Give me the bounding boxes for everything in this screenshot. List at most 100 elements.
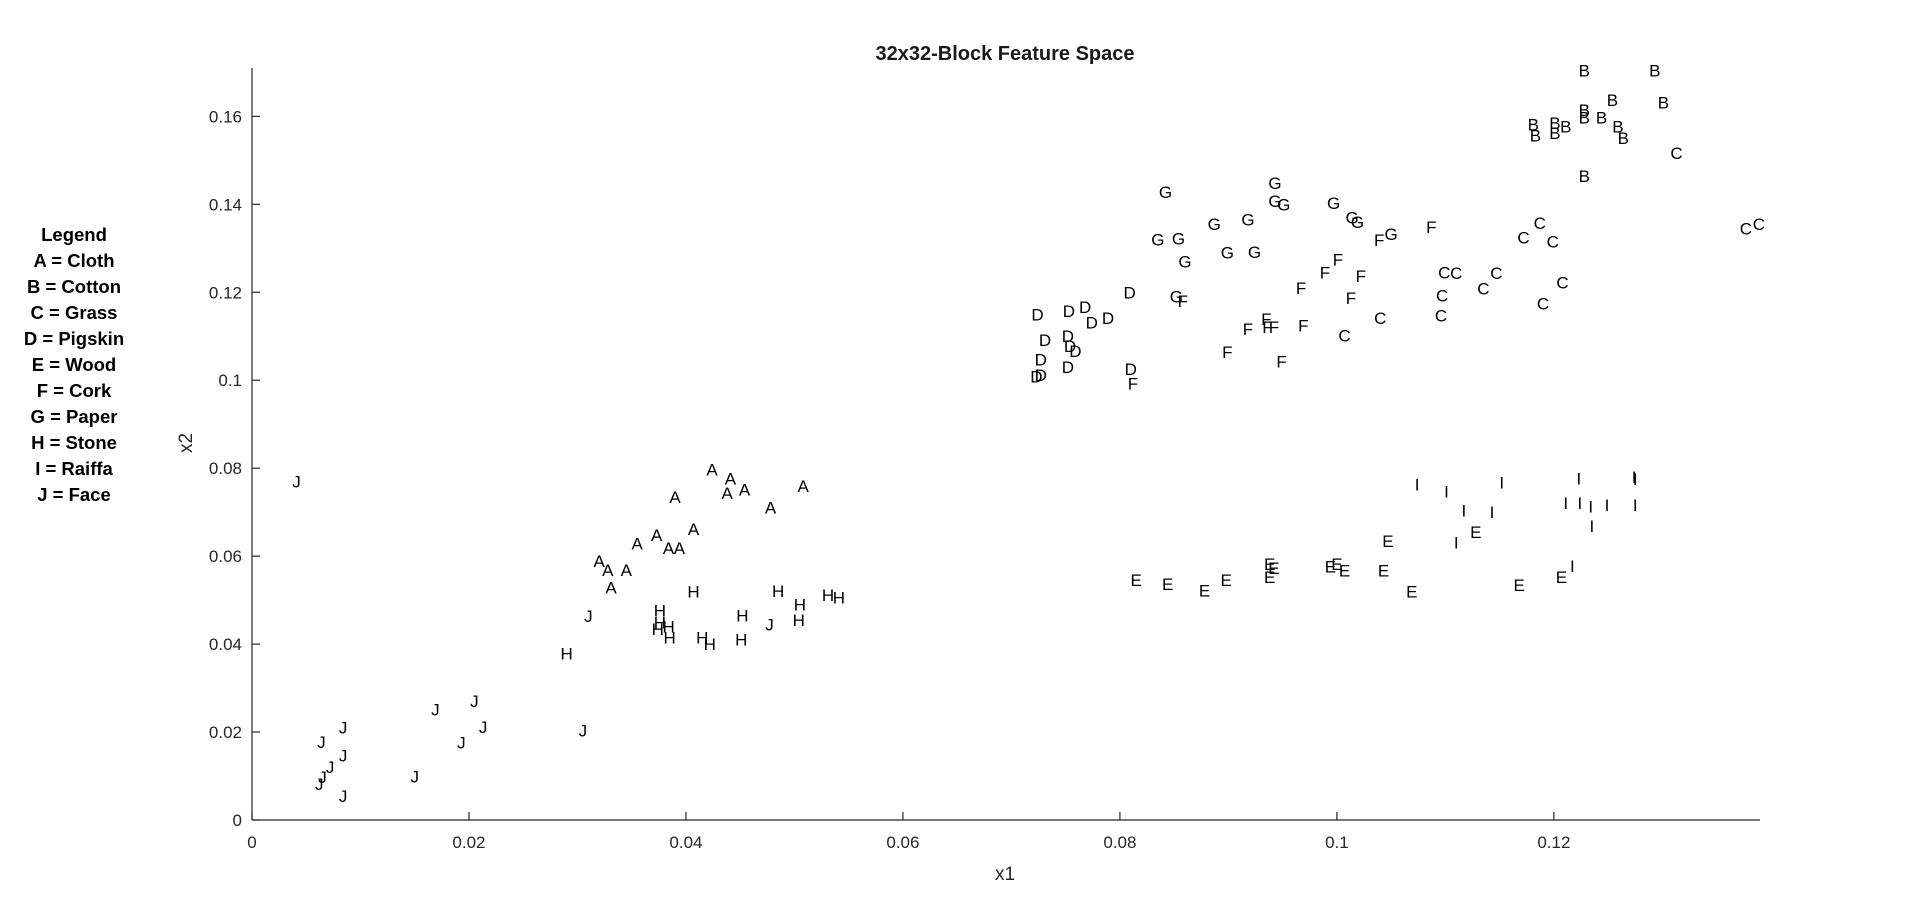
- legend-entry: G = Paper: [30, 406, 118, 427]
- point-marker-d: D: [1102, 309, 1114, 328]
- point-marker-j: J: [470, 692, 479, 711]
- legend-entry: B = Cotton: [26, 276, 122, 297]
- point-marker-f: F: [1426, 218, 1436, 237]
- point-marker-g: G: [1248, 243, 1261, 262]
- point-marker-f: F: [1269, 318, 1279, 337]
- point-marker-i: I: [1633, 496, 1638, 515]
- point-marker-d: D: [1062, 358, 1074, 377]
- y-axis-label: x2: [176, 433, 197, 453]
- point-marker-a: A: [739, 480, 751, 499]
- point-marker-e: E: [1382, 532, 1393, 551]
- point-marker-i: I: [1588, 497, 1593, 516]
- point-marker-b: B: [1528, 115, 1539, 134]
- point-marker-e: E: [1378, 562, 1389, 581]
- point-marker-g: G: [1208, 215, 1221, 234]
- point-marker-h: H: [794, 596, 806, 615]
- point-marker-j: J: [315, 775, 324, 794]
- point-marker-j: J: [326, 758, 335, 777]
- point-marker-f: F: [1276, 352, 1286, 371]
- point-marker-h: H: [696, 628, 708, 647]
- point-marker-e: E: [1513, 576, 1524, 595]
- point-marker-c: C: [1740, 220, 1752, 239]
- point-marker-g: G: [1159, 183, 1172, 202]
- point-marker-g: G: [1268, 174, 1281, 193]
- y-tick-label: 0.1: [218, 371, 242, 390]
- point-marker-b: B: [1579, 62, 1590, 81]
- point-marker-e: E: [1470, 523, 1481, 542]
- point-marker-f: F: [1374, 231, 1384, 250]
- point-marker-c: C: [1436, 286, 1448, 305]
- y-tick-label: 0.04: [209, 635, 242, 654]
- point-marker-a: A: [663, 539, 675, 558]
- point-marker-c: C: [1374, 309, 1386, 328]
- point-marker-g: G: [1241, 211, 1254, 230]
- point-marker-e: E: [1268, 559, 1279, 578]
- point-marker-f: F: [1243, 320, 1253, 339]
- point-marker-d: D: [1079, 298, 1091, 317]
- legend-title: Legend: [41, 224, 107, 245]
- point-marker-g: G: [1345, 209, 1358, 228]
- point-marker-a: A: [621, 561, 633, 580]
- point-marker-e: E: [1339, 562, 1350, 581]
- x-tick-label: 0.06: [886, 833, 919, 852]
- point-marker-d: D: [1031, 305, 1043, 324]
- point-marker-g: G: [1172, 230, 1185, 249]
- point-marker-j: J: [410, 767, 419, 786]
- point-marker-j: J: [479, 718, 488, 737]
- point-marker-e: E: [1221, 571, 1232, 590]
- legend: Legend A = Cloth B = Cotton C = Grass D …: [10, 222, 138, 508]
- point-marker-g: G: [1385, 225, 1398, 244]
- point-marker-j: J: [339, 787, 348, 806]
- point-marker-d: D: [1030, 367, 1042, 386]
- x-axis-label: x1: [995, 864, 1015, 885]
- point-marker-a: A: [706, 461, 718, 480]
- point-marker-e: E: [1331, 555, 1342, 574]
- point-marker-e: E: [1264, 568, 1275, 587]
- x-tick-label: 0.04: [669, 833, 702, 852]
- point-marker-f: F: [1320, 263, 1330, 282]
- point-marker-j: J: [317, 733, 326, 752]
- point-marker-i: I: [1576, 469, 1581, 488]
- point-marker-h: H: [652, 620, 664, 639]
- point-marker-c: C: [1490, 264, 1502, 283]
- point-marker-i: I: [1632, 468, 1637, 487]
- point-marker-c: C: [1477, 279, 1489, 298]
- legend-entry: H = Stone: [31, 432, 117, 453]
- y-tick-label: 0: [233, 811, 242, 830]
- point-marker-i: I: [1454, 534, 1459, 553]
- point-marker-b: B: [1579, 101, 1590, 120]
- point-marker-g: G: [1170, 288, 1183, 307]
- point-marker-b: B: [1658, 94, 1669, 113]
- point-marker-f: F: [1128, 374, 1138, 393]
- point-marker-g: G: [1221, 244, 1234, 263]
- point-marker-e: E: [1556, 568, 1567, 587]
- point-marker-d: D: [1063, 302, 1075, 321]
- legend-entry: C = Grass: [30, 302, 118, 323]
- point-marker-a: A: [797, 477, 809, 496]
- point-marker-a: A: [688, 520, 700, 539]
- point-marker-b: B: [1549, 124, 1560, 143]
- point-marker-b: B: [1649, 62, 1660, 81]
- point-marker-g: G: [1268, 192, 1281, 211]
- point-marker-a: A: [602, 561, 614, 580]
- point-marker-b: B: [1579, 109, 1590, 128]
- point-marker-c: C: [1517, 228, 1529, 247]
- y-tick-label: 0.16: [209, 107, 242, 126]
- point-marker-c: C: [1438, 263, 1450, 282]
- point-marker-e: E: [1162, 575, 1173, 594]
- point-marker-e: E: [1199, 581, 1210, 600]
- point-marker-f: F: [1222, 343, 1232, 362]
- point-marker-h: H: [664, 628, 676, 647]
- point-marker-c: C: [1547, 233, 1559, 252]
- point-marker-h: H: [704, 635, 716, 654]
- x-tick-label: 0.02: [452, 833, 485, 852]
- legend-entry: D = Pigskin: [23, 328, 125, 349]
- y-tick-label: 0.02: [209, 723, 242, 742]
- point-marker-i: I: [1499, 474, 1504, 493]
- legend-entry: I = Raiffa: [35, 458, 113, 479]
- point-marker-i: I: [1578, 494, 1583, 513]
- point-marker-i: I: [1461, 501, 1466, 520]
- point-marker-c: C: [1450, 264, 1462, 283]
- point-marker-h: H: [654, 602, 666, 621]
- point-marker-a: A: [605, 578, 617, 597]
